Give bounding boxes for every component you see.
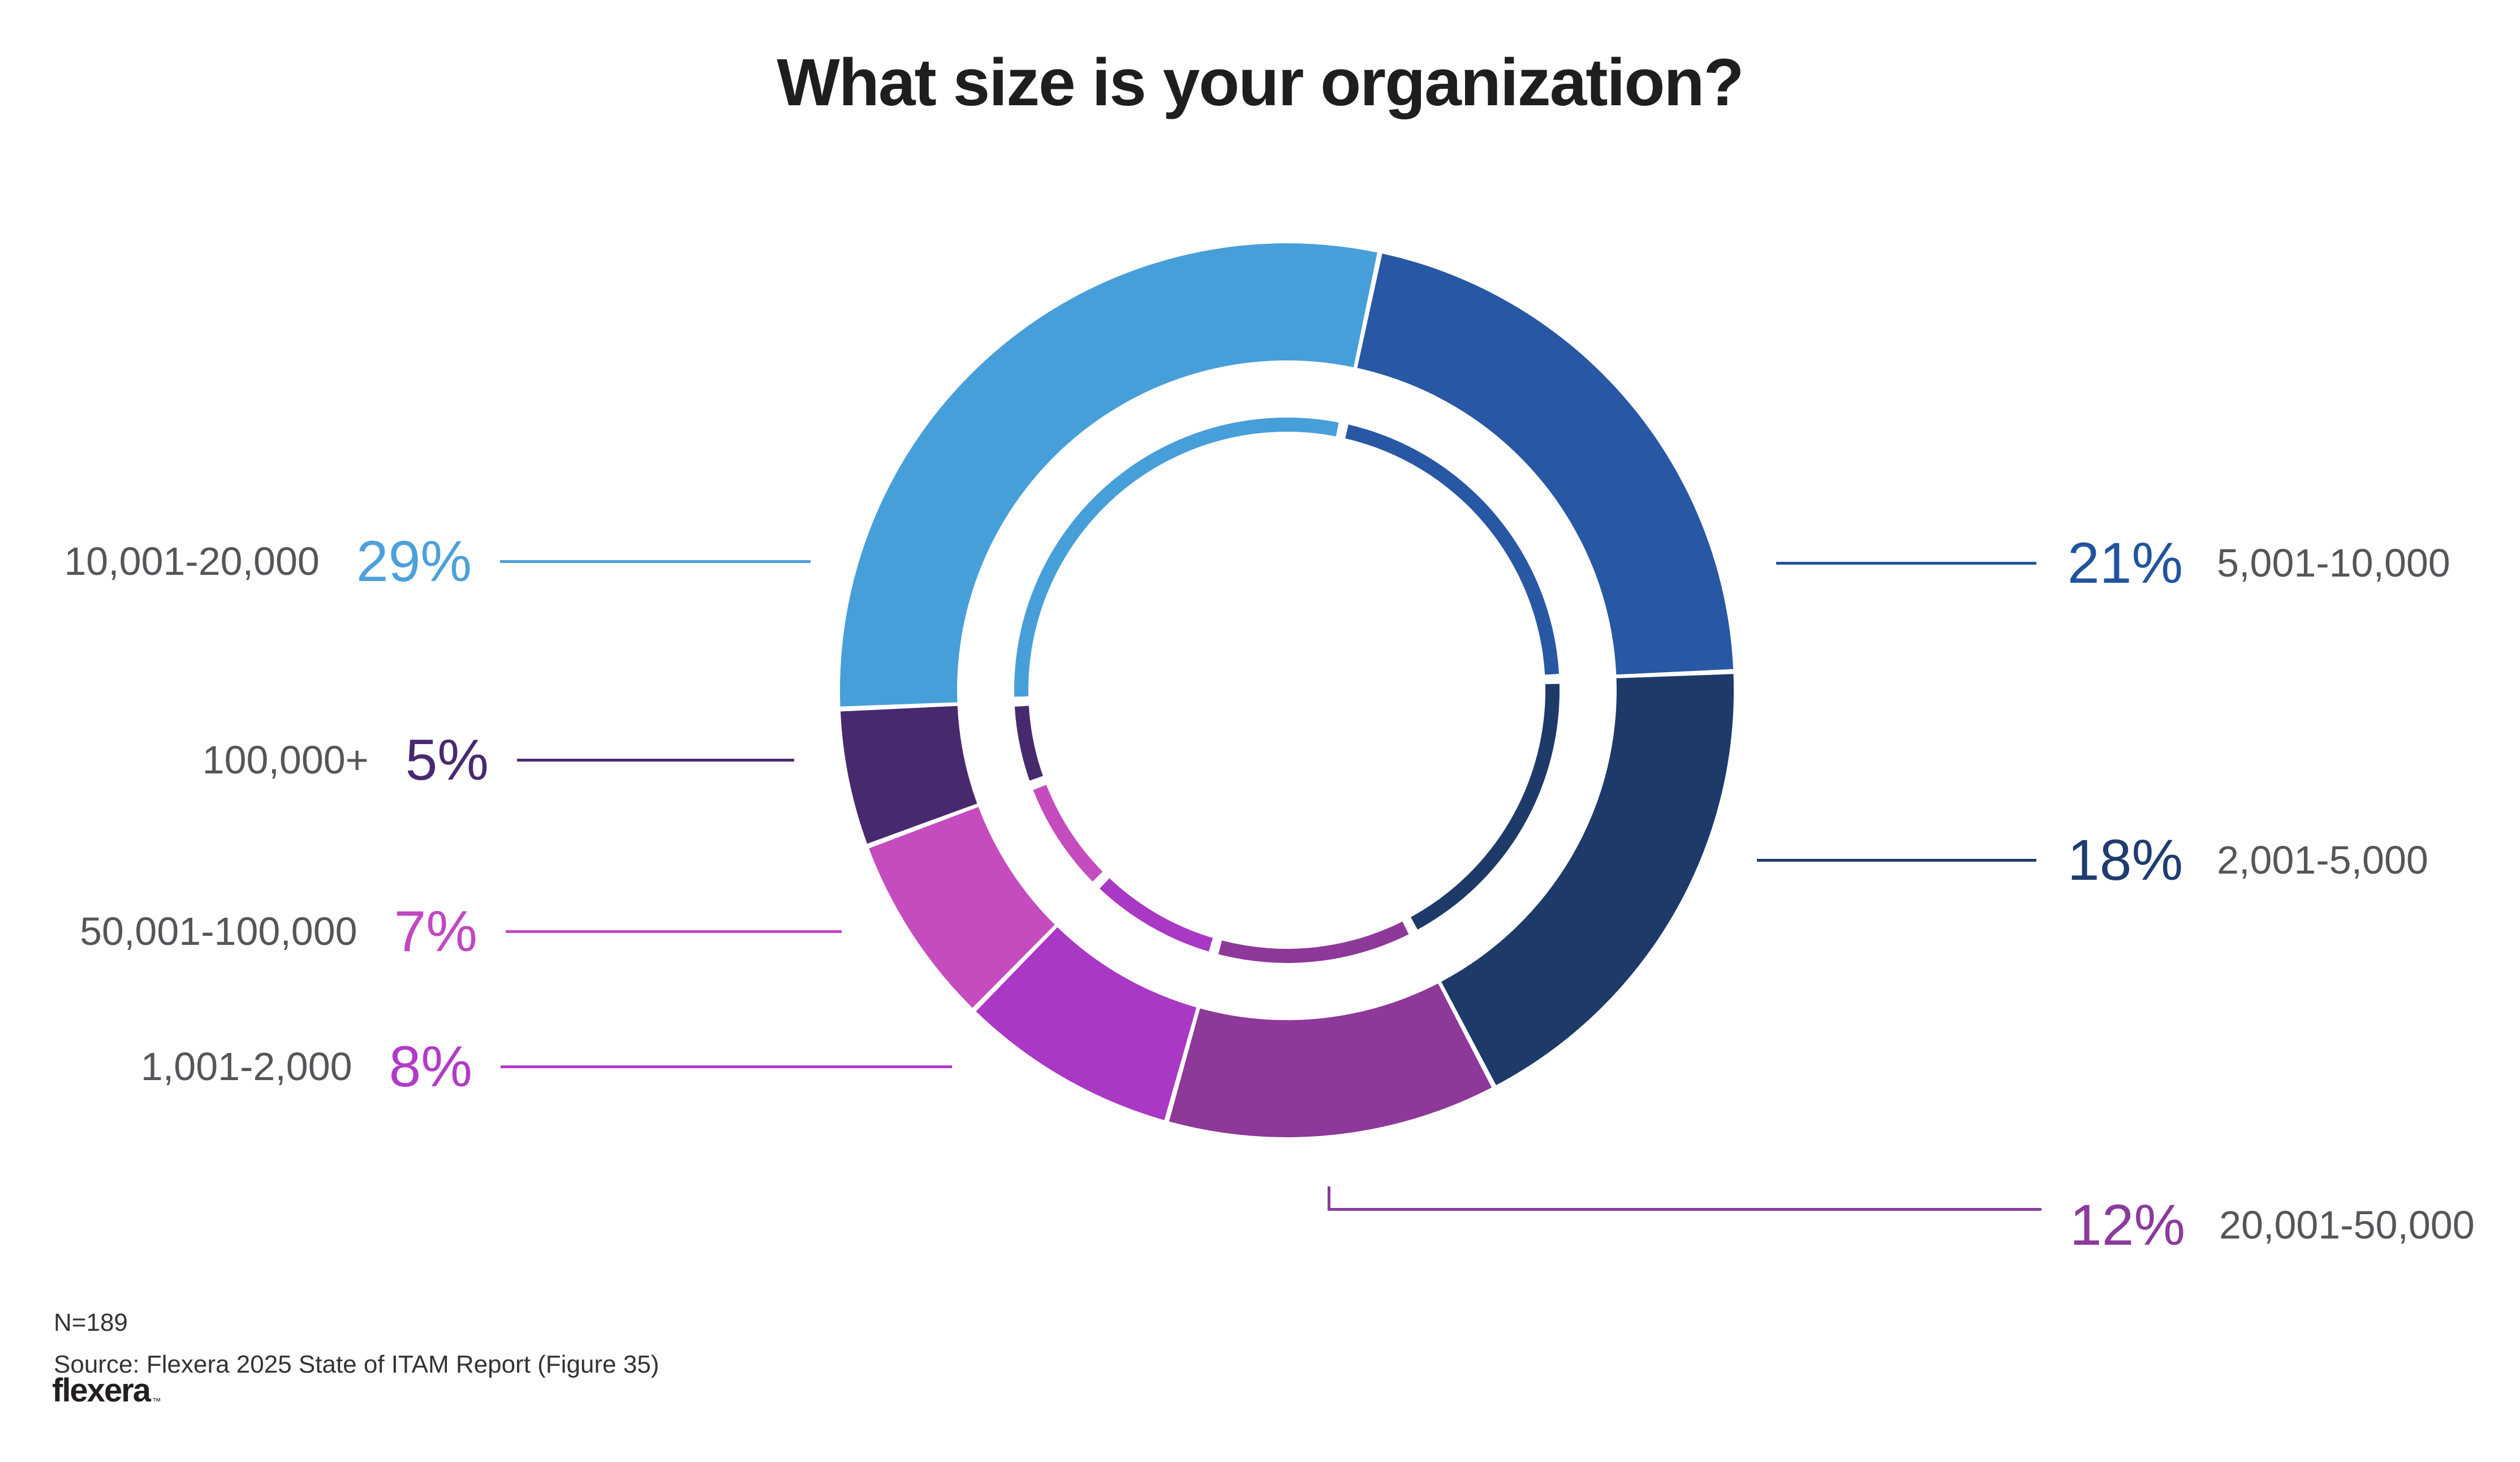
inner-ring-slice-20,001-50,000 — [1218, 921, 1409, 963]
donut-slice-5,001-10,000 — [1357, 253, 1734, 675]
inner-ring-slice-1,001-2,000 — [1100, 878, 1213, 952]
donut-slice-10,001-20,000 — [839, 243, 1377, 707]
trademark-symbol: ™ — [152, 1397, 162, 1407]
leader-line — [1757, 858, 2036, 862]
category-label: 1,001-2,000 — [140, 1044, 352, 1089]
inner-ring-slice-100,000+ — [1014, 706, 1043, 781]
flexera-logo-text: flexera — [52, 1372, 151, 1409]
percent-label: 5% — [405, 728, 489, 792]
leader-line — [506, 930, 842, 933]
leader-line — [501, 1065, 952, 1068]
inner-ring-slice-50,001-100,000 — [1033, 785, 1103, 882]
callout-5001-10000: 21% 5,001-10,000 — [1776, 534, 2450, 592]
category-label: 5,001-10,000 — [2217, 541, 2450, 585]
callout-10001-20000: 10,001-20,000 29% — [0, 532, 811, 590]
spacer — [1328, 1225, 2070, 1226]
donut-slice-20,001-50,000 — [1169, 983, 1492, 1138]
leader-line — [1776, 561, 2036, 565]
category-label: 20,001-50,000 — [2219, 1203, 2475, 1247]
flexera-logo: flexera ™ — [52, 1371, 161, 1409]
leader-line — [517, 758, 794, 762]
inner-ring-slice-2,001-5,000 — [1411, 683, 1560, 930]
donut-slice-1,001-2,000 — [976, 927, 1197, 1120]
callout-50001-100000: 50,001-100,000 7% — [0, 902, 842, 960]
callout-2001-5000: 18% 2,001-5,000 — [1757, 831, 2428, 889]
donut-slice-50,001-100,000 — [869, 807, 1055, 1008]
inner-ring-slice-5,001-10,000 — [1345, 424, 1560, 675]
leader-line-elbow — [1328, 1186, 2041, 1211]
callout-1001-2000: 1,001-2,000 8% — [0, 1038, 952, 1095]
donut-slice-100,000+ — [840, 706, 977, 844]
category-label: 50,001-100,000 — [80, 909, 357, 953]
percent-label: 7% — [394, 899, 477, 964]
category-label: 10,001-20,000 — [64, 539, 320, 583]
leader-line — [500, 560, 811, 563]
percent-label: 29% — [356, 529, 472, 594]
source-note: Source: Flexera 2025 State of ITAM Repor… — [54, 1351, 660, 1378]
category-label: 2,001-5,000 — [2217, 838, 2428, 882]
inner-ring-slice-10,001-20,000 — [1014, 418, 1339, 697]
percent-label: 8% — [389, 1034, 472, 1099]
percent-label: 21% — [2067, 531, 2183, 595]
callout-100000-plus: 100,000+ 5% — [0, 731, 794, 789]
sample-size-note: N=189 — [54, 1309, 128, 1336]
donut-slice-2,001-5,000 — [1441, 674, 1734, 1085]
percent-label: 18% — [2067, 828, 2183, 892]
percent-label: 12% — [2070, 1193, 2186, 1257]
category-label: 100,000+ — [202, 738, 369, 782]
chart-title: What size is your organization? — [777, 45, 1744, 120]
callout-20001-50000: 12% 20,001-50,000 — [1328, 1186, 2475, 1257]
